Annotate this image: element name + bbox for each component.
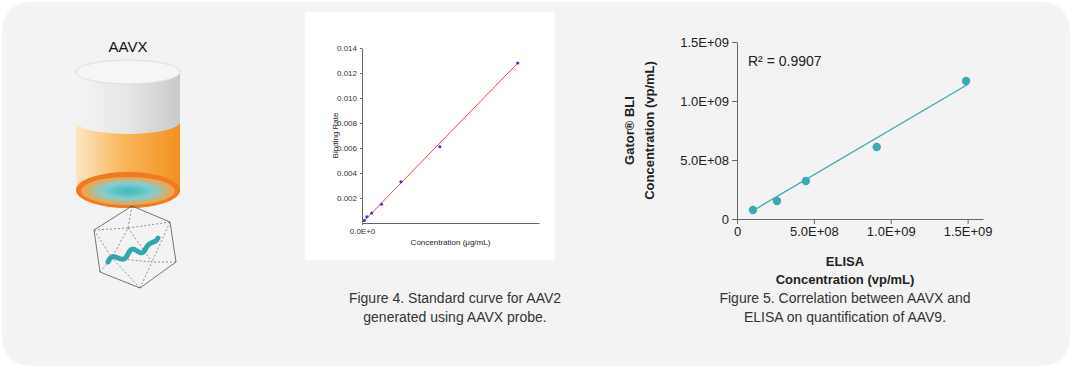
y-tick-mark bbox=[732, 160, 737, 161]
annotation: R² = 0.9907 bbox=[748, 53, 822, 69]
caption: generated using AAVX probe. bbox=[363, 309, 546, 325]
x-axis: 0 5.0E+08 1.0E+09 1.5E+09 bbox=[734, 219, 993, 239]
y-tick: 0.014 bbox=[337, 44, 362, 53]
data-point bbox=[516, 61, 519, 64]
y-tick-label: 1.5E+09 bbox=[680, 35, 729, 50]
y-axis-line bbox=[362, 49, 363, 224]
y-tick-mark bbox=[360, 48, 362, 49]
x-tick: 0 bbox=[734, 219, 741, 239]
y-tick: 0.002 bbox=[337, 194, 362, 203]
capsid-edge bbox=[128, 222, 170, 228]
y-tick-label: 0.008 bbox=[337, 119, 358, 128]
data-point bbox=[962, 77, 970, 85]
y-tick-label: 0 bbox=[722, 212, 729, 227]
page: AAVX 0.0E+0 0.002 0.004 0.006 0.008 0.010 0.012… bbox=[0, 0, 1072, 368]
capsid-edge bbox=[152, 262, 176, 263]
y-tick-label: 0.010 bbox=[337, 94, 358, 103]
probe-tip bbox=[81, 177, 175, 205]
caption: Figure 4. Standard curve for AAV2 bbox=[349, 290, 561, 306]
y-tick-mark bbox=[732, 101, 737, 102]
y-tick-mark bbox=[360, 173, 362, 174]
x-tick: 5.0E+08 bbox=[790, 219, 839, 239]
data-point bbox=[773, 197, 781, 205]
y-tick: 0.006 bbox=[337, 144, 362, 153]
chart-panel bbox=[305, 12, 555, 260]
y-axis-title: Binding Rate bbox=[331, 112, 340, 158]
y-axis-title: Concentration (vp/mL) bbox=[642, 61, 657, 200]
probe-illustration: AAVX bbox=[76, 38, 180, 288]
caption: ELISA on quantification of AAV9. bbox=[744, 309, 946, 325]
y-tick-label: 0.006 bbox=[337, 144, 358, 153]
y-tick-mark bbox=[732, 42, 737, 43]
x-tick: 0.0E+0 bbox=[350, 223, 376, 236]
chart: 0 5.0E+08 1.0E+09 1.5E+09 0 5.0E+08 1.0E+09 1.5… bbox=[622, 35, 993, 325]
data-point bbox=[438, 145, 441, 148]
probe-tip-rim bbox=[76, 172, 180, 208]
x-tick-label: 1.0E+09 bbox=[867, 224, 916, 239]
genome bbox=[108, 238, 158, 262]
fit-line bbox=[752, 84, 967, 210]
fit-line bbox=[362, 63, 518, 223]
capsid-edge bbox=[94, 230, 112, 258]
data-point bbox=[873, 143, 881, 151]
y-axis-line bbox=[737, 43, 738, 220]
y-tick-mark bbox=[360, 98, 362, 99]
x-axis-line bbox=[363, 223, 540, 224]
y-axis-title: Gator® BLI bbox=[622, 96, 637, 165]
x-tick: 1.5E+09 bbox=[944, 219, 993, 239]
capsid-edge bbox=[128, 206, 132, 228]
y-tick-mark bbox=[360, 148, 362, 149]
data-point bbox=[363, 219, 366, 222]
caption: Figure 5. Correlation between AAVX and bbox=[719, 290, 970, 306]
y-tick-label: 1.0E+09 bbox=[680, 94, 729, 109]
capsid-edge bbox=[112, 258, 140, 288]
data-point bbox=[802, 177, 810, 185]
y-tick: 0.012 bbox=[337, 69, 362, 78]
data-point bbox=[365, 215, 368, 218]
y-tick-label: 0.002 bbox=[337, 194, 358, 203]
plot-area bbox=[749, 77, 970, 214]
probe-label: AAVX bbox=[109, 38, 148, 55]
capsid-edge bbox=[94, 228, 128, 230]
y-tick: 5.0E+08 bbox=[680, 153, 737, 168]
background bbox=[2, 2, 1070, 366]
y-tick: 0.004 bbox=[337, 169, 362, 178]
plot-area bbox=[362, 61, 519, 223]
y-tick: 1.0E+09 bbox=[680, 94, 737, 109]
y-tick: 0.010 bbox=[337, 94, 362, 103]
y-axis: 0.002 0.004 0.006 0.008 0.010 0.012 0.014 bbox=[337, 44, 363, 223]
data-point bbox=[380, 203, 383, 206]
x-axis-title: ELISA bbox=[826, 254, 865, 269]
y-tick-label: 5.0E+08 bbox=[680, 153, 729, 168]
x-tick: 1.0E+09 bbox=[867, 219, 916, 239]
y-tick-mark bbox=[360, 198, 362, 199]
y-axis: 0 5.0E+08 1.0E+09 1.5E+09 bbox=[680, 35, 737, 227]
y-tick: 1.5E+09 bbox=[680, 35, 737, 50]
capsid-edge bbox=[140, 262, 152, 288]
x-axis-line bbox=[738, 219, 984, 220]
chart: 0.0E+0 0.002 0.004 0.006 0.008 0.010 0.012 0.01… bbox=[305, 12, 561, 325]
y-tick: 0.008 bbox=[337, 119, 362, 128]
y-tick-label: 0.004 bbox=[337, 169, 358, 178]
x-tick-label: 5.0E+08 bbox=[790, 224, 839, 239]
x-tick-label: 0 bbox=[734, 224, 741, 239]
y-tick-label: 0.012 bbox=[337, 69, 358, 78]
y-tick-mark bbox=[732, 219, 737, 220]
x-axis-title: Concentration (vp/mL) bbox=[776, 272, 915, 287]
y-tick-mark bbox=[360, 73, 362, 74]
capsid-outline bbox=[94, 206, 176, 288]
data-point bbox=[749, 206, 757, 214]
x-tick-label: 0.0E+0 bbox=[350, 227, 376, 236]
probe-top bbox=[76, 60, 180, 84]
y-tick-label: 0.014 bbox=[337, 44, 358, 53]
x-axis: 0.0E+0 bbox=[350, 223, 540, 236]
data-point bbox=[370, 211, 373, 214]
data-point bbox=[399, 180, 402, 183]
y-tick-mark bbox=[360, 123, 362, 124]
y-tick: 0 bbox=[722, 212, 737, 227]
x-tick-label: 1.5E+09 bbox=[944, 224, 993, 239]
x-axis-title: Concentration (μg/mL) bbox=[411, 238, 491, 247]
